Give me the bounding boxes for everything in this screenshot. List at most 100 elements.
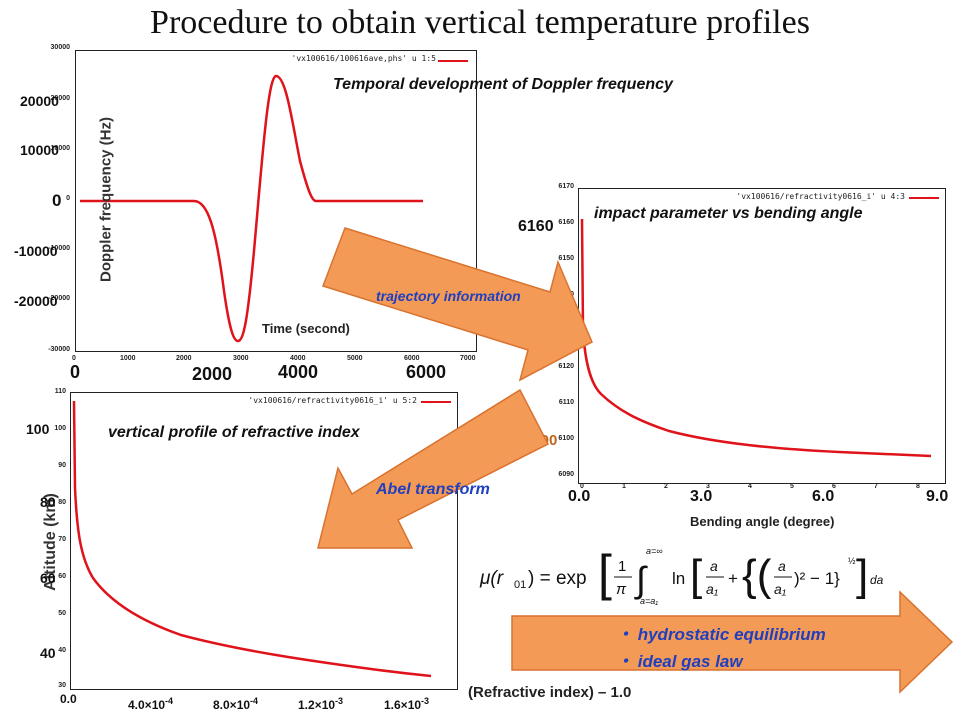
formula-lhs: μ(r: [479, 568, 504, 589]
svg-text:)² − 1}: )² − 1}: [794, 569, 840, 588]
doppler-big-y-tick: -20000: [14, 293, 58, 309]
svg-text:da: da: [870, 573, 884, 587]
small-x-tick: 3: [706, 483, 710, 490]
refractive-big-x-tick: 0.0: [60, 692, 77, 706]
small-y-tick: 6160: [558, 219, 574, 226]
bending-x-label: Bending angle (degree): [690, 514, 835, 529]
small-x-tick: 1: [622, 483, 626, 490]
small-y-tick: 6090: [558, 471, 574, 478]
svg-text:[: [: [690, 551, 702, 600]
small-x-tick: 6000: [404, 355, 420, 362]
bullet-ideal-gas: ・ ideal gas law: [616, 652, 743, 671]
small-x-tick: 7: [874, 483, 878, 490]
small-x-tick: 5: [790, 483, 794, 490]
refractive-legend: 'vx100616/refractivity0616_i' u 5:2: [248, 396, 417, 405]
svg-text:[: [: [598, 545, 612, 601]
small-x-tick: 3000: [233, 355, 249, 362]
small-y-tick: 6140: [558, 291, 574, 298]
abel-label: Abel transform: [376, 481, 490, 498]
small-x-tick: 1000: [120, 355, 136, 362]
small-y-tick: 0: [66, 195, 70, 202]
svg-text:{(: {(: [742, 551, 772, 600]
small-x-tick: 8: [916, 483, 920, 490]
small-x-tick: 5000: [347, 355, 363, 362]
bending-big-x-tick: 9.0: [926, 488, 949, 505]
refractive-caption: vertical profile of refractive index: [108, 424, 360, 441]
refractive-big-x-tick: 1.2×10-3: [298, 696, 344, 712]
small-y-tick: -30000: [48, 346, 70, 353]
abel-formula: μ(r 01 ) = exp [ 1 π ∫ a=∞ a=a₁ ln [ a a…: [479, 545, 884, 606]
doppler-big-x-tick: 4000: [278, 362, 319, 382]
doppler-x-label: Time (second): [262, 321, 350, 336]
bending-legend: 'vx100616/refractivity0616_i' u 4:3: [736, 192, 905, 201]
refractive-big-x-tick: 4.0×10-4: [128, 696, 174, 712]
doppler-big-y-tick: 10000: [20, 142, 59, 158]
refractive-big-y-tick: 40: [40, 645, 56, 661]
small-y-tick: 10000: [50, 145, 70, 152]
svg-text:a₁: a₁: [774, 581, 787, 597]
refractive-x-label: (Refractive index) – 1.0: [468, 684, 632, 701]
small-y-tick: 6150: [558, 255, 574, 262]
small-x-tick: 2: [664, 483, 668, 490]
bending-big-x-tick: 3.0: [690, 488, 713, 505]
svg-text:) = exp: ) = exp: [528, 568, 587, 589]
svg-text:+: +: [728, 569, 738, 588]
svg-text:a: a: [710, 558, 718, 574]
small-y-tick: 6170: [558, 183, 574, 190]
small-y-tick: 6130: [558, 327, 574, 334]
doppler-legend: 'vx100616/100616ave,phs' u 1:5: [291, 54, 437, 63]
small-y-tick: 100: [54, 425, 66, 432]
refractive-big-y-tick: 60: [40, 570, 56, 586]
bending-caption: impact parameter vs bending angle: [594, 205, 863, 222]
refractive-big-x-ticks: 0.0 4.0×10-4 8.0×10-4 1.2×10-3 1.6×10-3: [0, 692, 480, 716]
small-y-tick: -10000: [48, 245, 70, 252]
doppler-big-x-tick: 0: [70, 362, 81, 382]
refractive-big-y-tick: 80: [40, 494, 56, 510]
svg-text:a=a₁: a=a₁: [640, 596, 658, 606]
small-y-tick: 90: [58, 462, 66, 469]
refractive-big-x-tick: 1.6×10-3: [384, 696, 430, 712]
bending-plot: 'vx100616/refractivity0616_i' u 4:3: [578, 188, 946, 484]
svg-text:π: π: [616, 581, 627, 598]
refractive-big-x-tick: 8.0×10-4: [213, 696, 259, 712]
small-y-tick: 70: [58, 536, 66, 543]
svg-text:01: 01: [514, 579, 526, 591]
doppler-y-label: Doppler frequency (Hz): [97, 117, 115, 283]
small-y-tick: 50: [58, 610, 66, 617]
small-y-tick: 30: [58, 682, 66, 689]
small-x-tick: 6: [832, 483, 836, 490]
small-y-tick: 6110: [558, 399, 574, 406]
trajectory-label: trajectory information: [376, 288, 521, 304]
small-x-tick: 4000: [290, 355, 306, 362]
bending-plot-area: [580, 197, 939, 458]
doppler-plot: 'vx100616/100616ave,phs' u 1:5 Time (sec…: [75, 50, 477, 352]
svg-text:1: 1: [618, 558, 626, 575]
bending-curve: [580, 218, 932, 458]
svg-text:½: ½: [848, 556, 856, 566]
bending-big-x-tick: 0.0: [568, 488, 591, 505]
small-y-tick: 6100: [558, 435, 574, 442]
small-y-tick: 30000: [50, 44, 70, 51]
doppler-big-y-tick: -10000: [14, 243, 58, 259]
refractive-curve: [72, 400, 432, 678]
doppler-big-x-tick: 2000: [192, 364, 233, 384]
small-y-tick: 40: [58, 647, 66, 654]
small-x-tick: 2000: [176, 355, 192, 362]
small-y-tick: 80: [58, 499, 66, 506]
svg-text:a₁: a₁: [706, 581, 719, 597]
small-y-tick: 6120: [558, 363, 574, 370]
small-y-tick: 20000: [50, 95, 70, 102]
small-y-tick: -20000: [48, 295, 70, 302]
small-y-tick: 60: [58, 573, 66, 580]
bending-big-y-tick: 6130: [518, 328, 554, 345]
bending-big-x-tick: 6.0: [812, 488, 835, 505]
small-x-tick: 7000: [460, 355, 476, 362]
refractive-big-y-tick: 100: [26, 421, 50, 437]
small-y-tick: 110: [54, 388, 66, 395]
svg-text:∫: ∫: [634, 559, 648, 600]
page-title: Procedure to obtain vertical temperature…: [150, 4, 810, 41]
bending-big-y-tick: 6100: [524, 432, 558, 449]
bullet-hydrostatic: ・ hydrostatic equilibrium: [616, 625, 826, 644]
small-x-tick: 0: [580, 483, 584, 490]
doppler-caption: Temporal development of Doppler frequenc…: [333, 76, 673, 93]
